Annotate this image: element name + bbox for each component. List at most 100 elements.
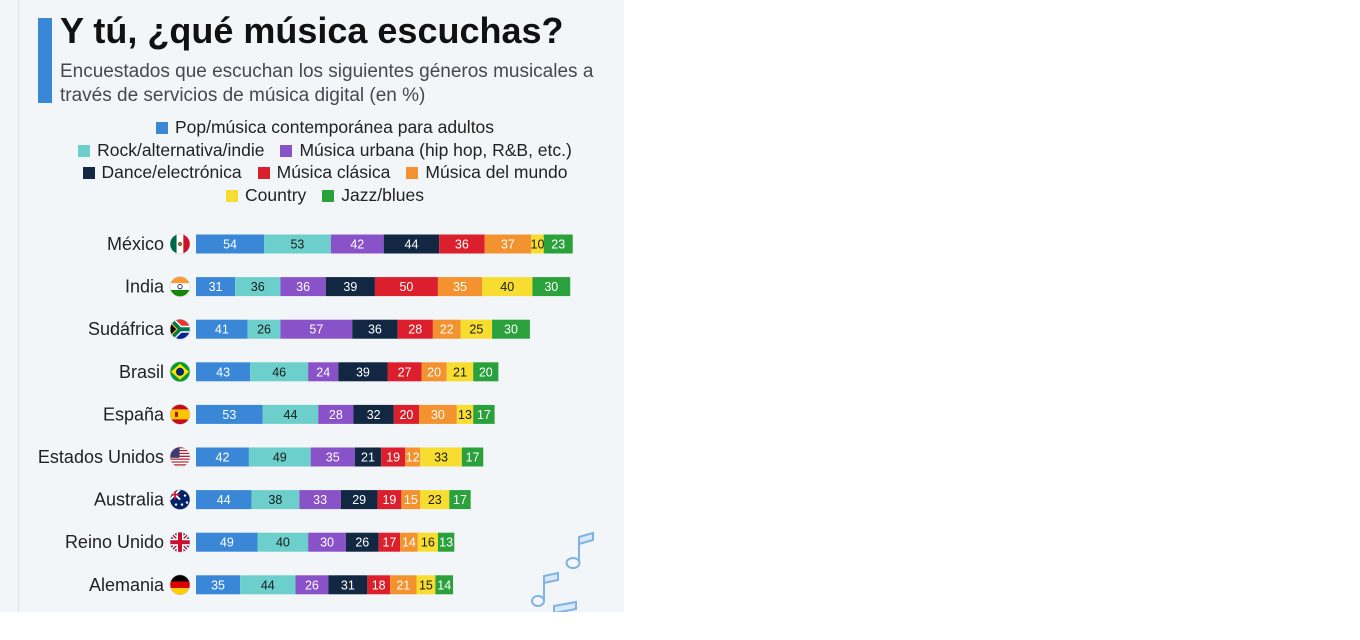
bar-segment <box>417 532 438 552</box>
bar-segment <box>257 532 309 552</box>
legend-label: Música urbana (hip hop, R&B, etc.) <box>299 139 572 160</box>
bar-value-label: 39 <box>356 365 370 379</box>
bar-row: India 31 36 36 39 50 35 40 30 <box>125 276 571 297</box>
bar-segment <box>196 532 258 552</box>
bar-segment <box>473 362 499 382</box>
bar-segment <box>461 447 484 467</box>
bar-segment <box>377 490 402 510</box>
bar-value-label: 36 <box>251 280 265 294</box>
bar-value-label: 35 <box>211 578 225 592</box>
bar-segment <box>381 447 406 467</box>
bar-value-label: 33 <box>313 493 327 507</box>
bar-value-label: 14 <box>437 578 451 592</box>
bar-value-label: 24 <box>316 365 330 379</box>
bar-value-label: 39 <box>343 280 357 294</box>
bar-value-label: 14 <box>402 536 416 550</box>
legend-item: Música clásica <box>257 161 390 184</box>
bar-segment <box>460 319 493 339</box>
bar-value-label: 42 <box>350 238 364 252</box>
legend-item: Música del mundo <box>406 161 567 184</box>
bar-value-label: 36 <box>455 238 469 252</box>
bar-segment <box>420 447 462 467</box>
bar-value-label: 46 <box>272 365 286 379</box>
bar-value-label: 44 <box>284 408 298 422</box>
bar-segment <box>325 277 375 297</box>
bar-value-label: 49 <box>273 451 287 465</box>
country-label: Reino Unido <box>65 532 164 552</box>
bar-segment <box>473 404 495 424</box>
bar-segment <box>390 575 417 595</box>
bar-value-label: 23 <box>428 493 442 507</box>
bar-value-label: 29 <box>352 493 366 507</box>
bar-value-label: 53 <box>222 408 236 422</box>
bar-row: España 53 44 28 32 20 30 13 17 <box>103 404 495 425</box>
bar-value-label: 17 <box>477 408 491 422</box>
bar-segment <box>374 277 438 297</box>
germany-flag-icon <box>169 574 191 596</box>
bar-row: Estados Unidos 42 49 35 21 19 12 33 17 <box>38 446 484 468</box>
legend-row: Pop/música contemporánea para adultos <box>30 116 620 139</box>
bar-value-label: 22 <box>440 323 454 337</box>
bar-value-label: 40 <box>500 280 514 294</box>
bar-value-label: 21 <box>396 578 410 592</box>
legend-row: Rock/alternativa/indie Música urbana (hip… <box>30 139 620 162</box>
bar-segment <box>531 234 544 254</box>
country-label: España <box>103 404 165 424</box>
brazil-flag-icon <box>169 361 191 383</box>
legend-label: Rock/alternativa/indie <box>97 139 265 160</box>
bar-value-label: 15 <box>404 493 418 507</box>
bar-value-label: 33 <box>434 451 448 465</box>
bar-segment <box>248 447 311 467</box>
bar-segment <box>328 575 368 595</box>
bar-value-label: 10 <box>531 238 545 252</box>
bar-segment <box>456 404 474 424</box>
bar-value-label: 36 <box>296 280 310 294</box>
bar-value-label: 26 <box>355 536 369 550</box>
left-divider <box>18 0 19 612</box>
bar-segment <box>235 277 281 297</box>
legend-item: Country <box>226 184 306 207</box>
title-accent-bar <box>38 18 52 103</box>
bar-segment <box>435 575 454 595</box>
bar-segment <box>437 277 483 297</box>
bar-segment <box>295 575 329 595</box>
legend-swatch <box>280 144 293 157</box>
bar-value-label: 30 <box>544 280 558 294</box>
chart-card: Y tú, ¿qué música escuchas? Encuestados … <box>0 0 624 612</box>
bar-segment <box>400 532 418 552</box>
bar-value-label: 38 <box>268 493 282 507</box>
bar-segment <box>338 362 388 382</box>
bar-row: Reino Unido 49 40 30 26 17 14 16 13 <box>65 531 455 553</box>
bar-row: Australia 44 38 33 29 19 15 23 17 <box>94 489 471 510</box>
music-note-icon <box>565 531 594 569</box>
bar-segment <box>449 490 471 510</box>
bar-value-label: 44 <box>261 578 275 592</box>
stacked-bar-chart: México 54 53 42 44 36 37 10 23 India 31 36 36 39 50 35 4… <box>38 233 573 596</box>
bar-value-label: 42 <box>216 451 230 465</box>
legend-label: Dance/electrónica <box>101 162 242 182</box>
legend-label: Country <box>245 184 307 205</box>
bar-value-label: 30 <box>320 536 334 550</box>
bar-segment <box>340 490 378 510</box>
bar-segment <box>419 404 457 424</box>
bar-segment <box>280 319 353 339</box>
bar-segment <box>196 575 241 595</box>
bar-segment <box>240 575 296 595</box>
spain-flag-icon <box>169 404 191 425</box>
india-flag-icon <box>169 276 191 297</box>
australia-flag-icon <box>169 489 191 510</box>
legend-item: Pop/música contemporánea para adultos <box>155 116 494 139</box>
legend-item: Música urbana (hip hop, R&B, etc.) <box>280 139 572 162</box>
bar-segment <box>196 490 252 510</box>
bar-row: Alemania 35 44 26 31 18 21 15 14 <box>89 574 454 596</box>
legend-item: Dance/electrónica <box>82 161 242 184</box>
legend-swatch <box>406 167 419 179</box>
bar-segment <box>492 319 530 339</box>
bar-value-label: 32 <box>367 408 381 422</box>
bar-value-label: 53 <box>290 238 304 252</box>
bar-value-label: 17 <box>382 536 396 550</box>
bar-segment <box>196 447 249 467</box>
bar-value-label: 19 <box>382 493 396 507</box>
bar-value-label: 31 <box>341 578 355 592</box>
bar-segment <box>405 447 421 467</box>
